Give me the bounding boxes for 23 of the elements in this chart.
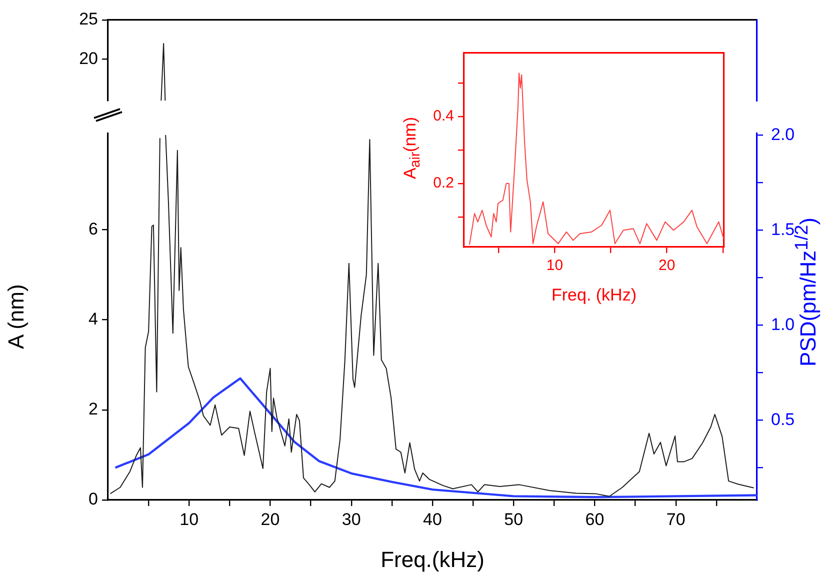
y-tick-label: 6	[88, 219, 98, 238]
x-tick-label: 40	[423, 510, 442, 529]
x-tick-label: 60	[585, 510, 604, 529]
y-tick-label: 20	[79, 48, 98, 68]
y-tick-label: 0.4	[433, 108, 454, 125]
x-axis-title: Freq. (kHz)	[552, 285, 636, 304]
y2-tick-label: 0.5	[771, 410, 795, 429]
y2-tick-label: 1.0	[771, 314, 795, 334]
x-tick-label: 30	[342, 510, 361, 529]
y-tick-label: 0.2	[433, 174, 454, 192]
y-axis-title: A (nm)	[3, 284, 28, 349]
y2-tick-label: 2.0	[771, 124, 795, 144]
x-tick-label: 20	[260, 510, 280, 529]
x-axis-title: Freq.(kHz)	[380, 546, 484, 572]
y-tick-label: 4	[88, 309, 98, 328]
x-tick-label: 70	[666, 510, 686, 529]
y-tick-label: 2	[88, 400, 98, 419]
y-tick-label: 25	[79, 10, 98, 29]
y2-tick-label: 1.5	[771, 220, 795, 239]
x-tick-label: 10	[546, 257, 564, 274]
x-tick-label: 10	[180, 510, 199, 529]
x-tick-label: 50	[504, 510, 524, 529]
y-tick-label: 0	[88, 490, 98, 509]
